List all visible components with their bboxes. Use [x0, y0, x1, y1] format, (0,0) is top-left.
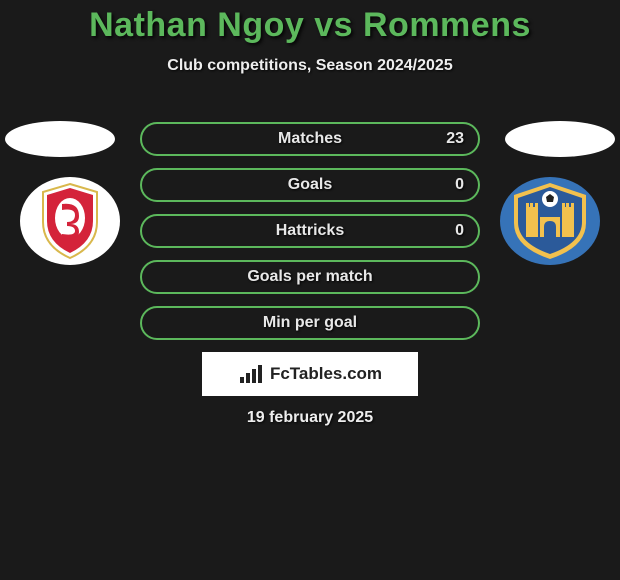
westerlo-crest-icon: [508, 181, 592, 261]
club-badge-left: [20, 177, 120, 265]
date-text: 19 february 2025: [0, 409, 620, 427]
stats-container: Matches 23 Goals 0 Hattricks 0 Goals per…: [140, 122, 480, 352]
stat-row: Goals 0: [140, 168, 480, 202]
subtitle: Club competitions, Season 2024/2025: [0, 57, 620, 75]
club-badge-right: [500, 177, 600, 265]
stat-row: Min per goal: [140, 306, 480, 340]
player-left-photo-placeholder: [5, 121, 115, 157]
stat-label: Goals per match: [247, 268, 372, 286]
brand-logo: FcTables.com: [202, 352, 418, 396]
stat-label: Goals: [288, 176, 332, 194]
stat-row: Hattricks 0: [140, 214, 480, 248]
stat-row: Goals per match: [140, 260, 480, 294]
stat-value-right: 0: [455, 222, 464, 240]
page-title: Nathan Ngoy vs Rommens: [0, 0, 620, 45]
stat-row: Matches 23: [140, 122, 480, 156]
stat-label: Hattricks: [276, 222, 344, 240]
stat-label: Matches: [278, 130, 342, 148]
standard-liege-crest-icon: [35, 182, 105, 260]
brand-text: FcTables.com: [270, 364, 382, 384]
player-right-photo-placeholder: [505, 121, 615, 157]
bar-chart-icon: [238, 363, 264, 385]
stat-value-right: 0: [455, 176, 464, 194]
stat-label: Min per goal: [263, 314, 357, 332]
stat-value-right: 23: [446, 130, 464, 148]
